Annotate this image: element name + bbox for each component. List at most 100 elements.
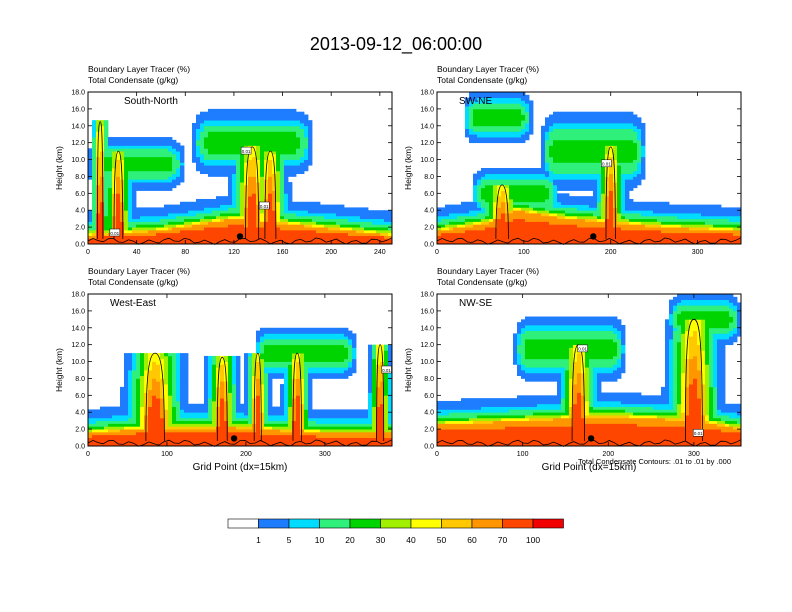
field-cell [497,111,502,115]
field-cell [176,145,181,149]
field-cell [132,229,137,234]
field-cell [204,210,209,214]
field-cell [501,128,506,132]
field-cell [617,227,622,231]
field-cell [473,184,478,189]
field-cell [469,137,474,141]
field-cell [525,241,530,245]
field-cell [489,235,494,239]
field-cell [485,182,490,186]
field-cell [292,151,297,155]
field-cell [228,168,233,172]
field-cell [545,151,550,155]
field-cell [681,227,686,231]
field-cell [637,145,642,149]
field-cell [609,210,614,214]
field-cell [104,148,109,152]
field-cell [457,241,462,245]
field-cell [288,156,293,160]
field-cell [316,207,321,211]
field-cell [513,187,518,191]
field-cell [172,232,177,236]
field-cell [124,182,129,186]
field-cell [637,229,642,234]
field-cell [284,165,289,169]
field-cell [136,224,141,228]
field-cell [256,145,261,149]
field-cell [629,227,634,231]
field-cell [621,139,626,144]
field-cell [256,227,261,231]
field-cell [581,168,586,172]
field-cell [200,224,205,228]
field-cell [493,182,498,186]
field-cell [256,238,261,242]
field-cell [553,182,558,186]
field-cell [276,131,281,135]
field-cell [473,179,478,183]
field-cell [577,215,582,220]
field-cell [489,213,494,217]
field-cell [248,120,253,124]
field-cell [709,213,714,217]
field-cell [160,207,165,211]
field-cell [100,417,105,422]
field-cell [228,151,233,155]
field-cell [577,224,582,228]
field-cell [148,187,153,191]
field-cell [489,221,494,225]
field-cell [212,210,217,214]
field-cell [549,162,554,166]
field-cell [332,207,337,211]
field-cell [729,215,734,220]
field-cell [585,204,590,208]
field-cell [96,218,101,222]
field-cell [252,134,257,138]
field-cell [561,151,566,155]
field-cell [629,232,634,236]
field-cell [489,103,494,107]
field-cell [120,159,125,163]
field-cell [168,224,173,228]
field-cell [481,232,486,236]
field-cell [509,235,514,239]
field-cell [308,122,313,127]
field-cell [469,120,474,124]
field-cell [184,207,189,211]
field-cell [276,159,281,163]
field-cell [453,224,458,228]
field-cell [280,159,285,163]
field-cell [537,235,542,239]
field-cell [565,235,570,239]
field-cell [653,227,658,231]
field-cell [152,210,157,214]
field-cell [96,193,101,197]
field-cell [513,103,518,107]
field-cell [481,134,486,138]
field-cell [601,137,606,141]
field-cell [180,148,185,152]
field-cell [633,168,638,172]
field-cell [356,207,361,211]
field-cell [88,423,93,427]
field-cell [573,131,578,135]
field-cell [232,134,237,138]
field-cell [112,137,117,141]
field-cell [112,165,117,169]
field-cell [88,165,93,169]
field-cell [577,134,582,138]
field-cell [517,210,522,214]
field-cell [485,204,490,208]
field-cell [132,207,137,211]
field-cell [224,198,229,203]
field-cell [104,434,109,438]
field-cell [529,221,534,225]
field-cell [268,173,273,177]
field-cell [296,162,301,166]
field-cell [633,170,638,175]
field-cell [224,125,229,129]
field-cell [108,204,113,208]
field-cell [477,100,482,104]
field-cell [120,210,125,214]
field-cell [557,204,562,208]
